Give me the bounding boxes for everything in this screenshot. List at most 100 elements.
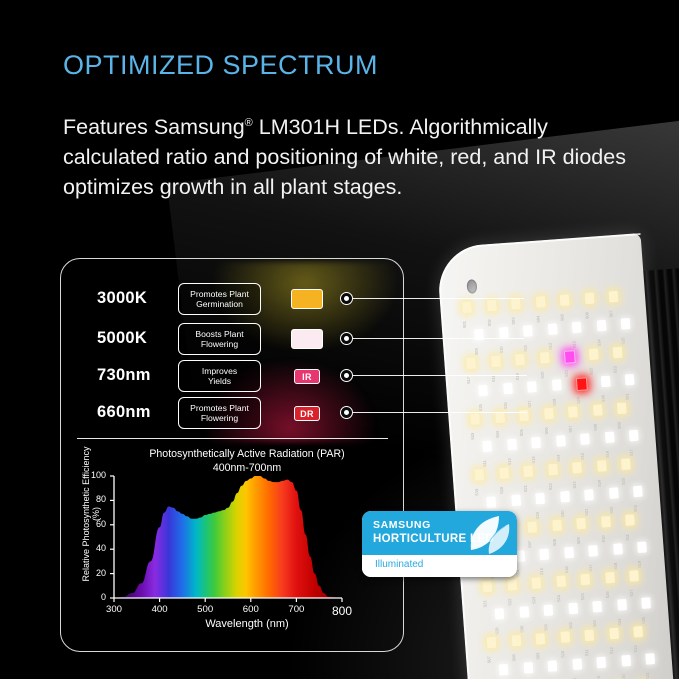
led-cool-white — [547, 660, 558, 672]
led-code-label: S29 — [575, 396, 581, 405]
led-cool-white — [632, 485, 643, 498]
led-warm-white — [588, 348, 599, 361]
led-cool-white — [531, 436, 541, 449]
led-warm-white — [625, 514, 635, 526]
description-line2: calculated ratio and positioning of whit… — [63, 145, 557, 170]
led-cool-white — [588, 544, 598, 557]
led-code-label: S21 — [482, 600, 488, 608]
led-deep-red — [575, 377, 588, 392]
led-code-label: S27 — [628, 589, 635, 597]
led-warm-white — [584, 629, 595, 642]
leader-dot-1 — [340, 332, 353, 345]
led-code-label: S29 — [494, 627, 500, 635]
led-warm-white — [584, 292, 594, 305]
leader-line-0 — [353, 298, 524, 300]
led-code-label: S17 — [465, 376, 472, 385]
led-cool-white — [612, 543, 623, 555]
led-cool-white — [535, 492, 546, 505]
led-warm-white — [580, 573, 591, 586]
led-warm-white — [604, 571, 615, 584]
benefit-line1: Improves — [201, 365, 238, 376]
description-line1: Features Samsung — [63, 115, 245, 140]
legend-benefit-3: Promotes Plant Flowering — [178, 397, 261, 429]
legend-swatch-infrared: IR — [294, 369, 320, 384]
led-cool-white — [596, 319, 607, 332]
led-code-label: S05 — [559, 313, 565, 322]
led-cool-white — [547, 323, 558, 336]
led-code-label: S11 — [584, 649, 590, 657]
led-code-label: S03 — [469, 432, 476, 441]
led-code-label: S24 — [555, 594, 561, 603]
led-code-label: S09 — [535, 652, 541, 660]
led-warm-white — [567, 406, 578, 418]
led-warm-white — [559, 294, 570, 307]
leader-line-3 — [353, 412, 527, 414]
led-warm-white — [470, 413, 481, 425]
y-tick-label: 0 — [100, 592, 106, 602]
led-warm-white — [620, 458, 631, 470]
led-code-label: S08 — [592, 423, 598, 432]
leader-line-1 — [353, 338, 524, 340]
benefit-line1: Boosts Plant — [195, 328, 244, 339]
led-warm-white — [482, 580, 493, 593]
led-warm-white — [612, 346, 623, 359]
led-code-label: S02 — [608, 506, 614, 515]
legend-benefit-2: Improves Yields — [178, 360, 261, 392]
led-warm-white — [531, 577, 542, 589]
led-cool-white — [600, 375, 611, 388]
led-code-label: S26 — [502, 402, 508, 410]
led-code-label: S21 — [522, 484, 529, 493]
led-cool-white — [604, 431, 615, 444]
led-code-label: S19 — [636, 560, 642, 569]
led-cool-white — [580, 433, 590, 445]
description-line3: diodes optimizes growth in all plant sta… — [63, 145, 626, 200]
led-code-label: S25 — [579, 593, 586, 601]
badge-brand: SAMSUNG — [373, 519, 431, 531]
led-code-label: S30 — [599, 395, 606, 403]
led-warm-white — [539, 352, 550, 364]
led-warm-white — [543, 407, 554, 420]
led-warm-white — [608, 290, 619, 303]
led-cool-white — [559, 490, 570, 503]
led-warm-white — [535, 633, 546, 645]
leaf-icon — [470, 516, 510, 555]
benefit-line2: Yields — [207, 376, 232, 386]
led-cool-white — [555, 435, 566, 447]
led-warm-white — [608, 627, 619, 640]
led-warm-white — [547, 463, 558, 476]
led-warm-white — [535, 296, 546, 308]
led-code-label: S03 — [632, 504, 638, 513]
legend-kelvin-3: 660nm — [97, 403, 151, 421]
led-cool-white — [482, 440, 493, 453]
led-code-label: S05 — [640, 616, 647, 624]
led-warm-white — [633, 625, 644, 638]
led-cool-white — [543, 604, 554, 617]
leader-dot-0 — [340, 292, 353, 305]
led-warm-white — [572, 461, 582, 474]
led-cool-white — [502, 382, 513, 395]
led-warm-white — [486, 299, 497, 312]
led-code-label: S12 — [547, 342, 553, 351]
led-warm-white — [616, 402, 627, 415]
badge-footer — [362, 555, 517, 577]
led-code-label: S15 — [538, 568, 545, 576]
led-code-label: S21 — [644, 672, 651, 679]
led-warm-white — [506, 579, 517, 591]
led-code-label: S08 — [551, 539, 557, 547]
led-code-label: S07 — [526, 540, 533, 549]
led-code-label: S17 — [628, 449, 634, 457]
led-code-label: S14 — [595, 339, 602, 347]
led-cool-white — [563, 546, 574, 559]
x-tick-label: 500 — [197, 604, 214, 615]
led-warm-white — [510, 297, 521, 310]
led-code-label: S15 — [620, 337, 626, 345]
led-cool-white — [571, 658, 582, 671]
led-code-label: S04 — [494, 430, 500, 439]
led-code-label: S13 — [632, 645, 639, 653]
led-code-label: S01 — [543, 623, 549, 632]
led-code-label: S25 — [620, 477, 626, 486]
led-cool-white — [519, 606, 529, 618]
led-cool-white — [608, 487, 619, 499]
led-code-label: S06 — [583, 312, 590, 320]
